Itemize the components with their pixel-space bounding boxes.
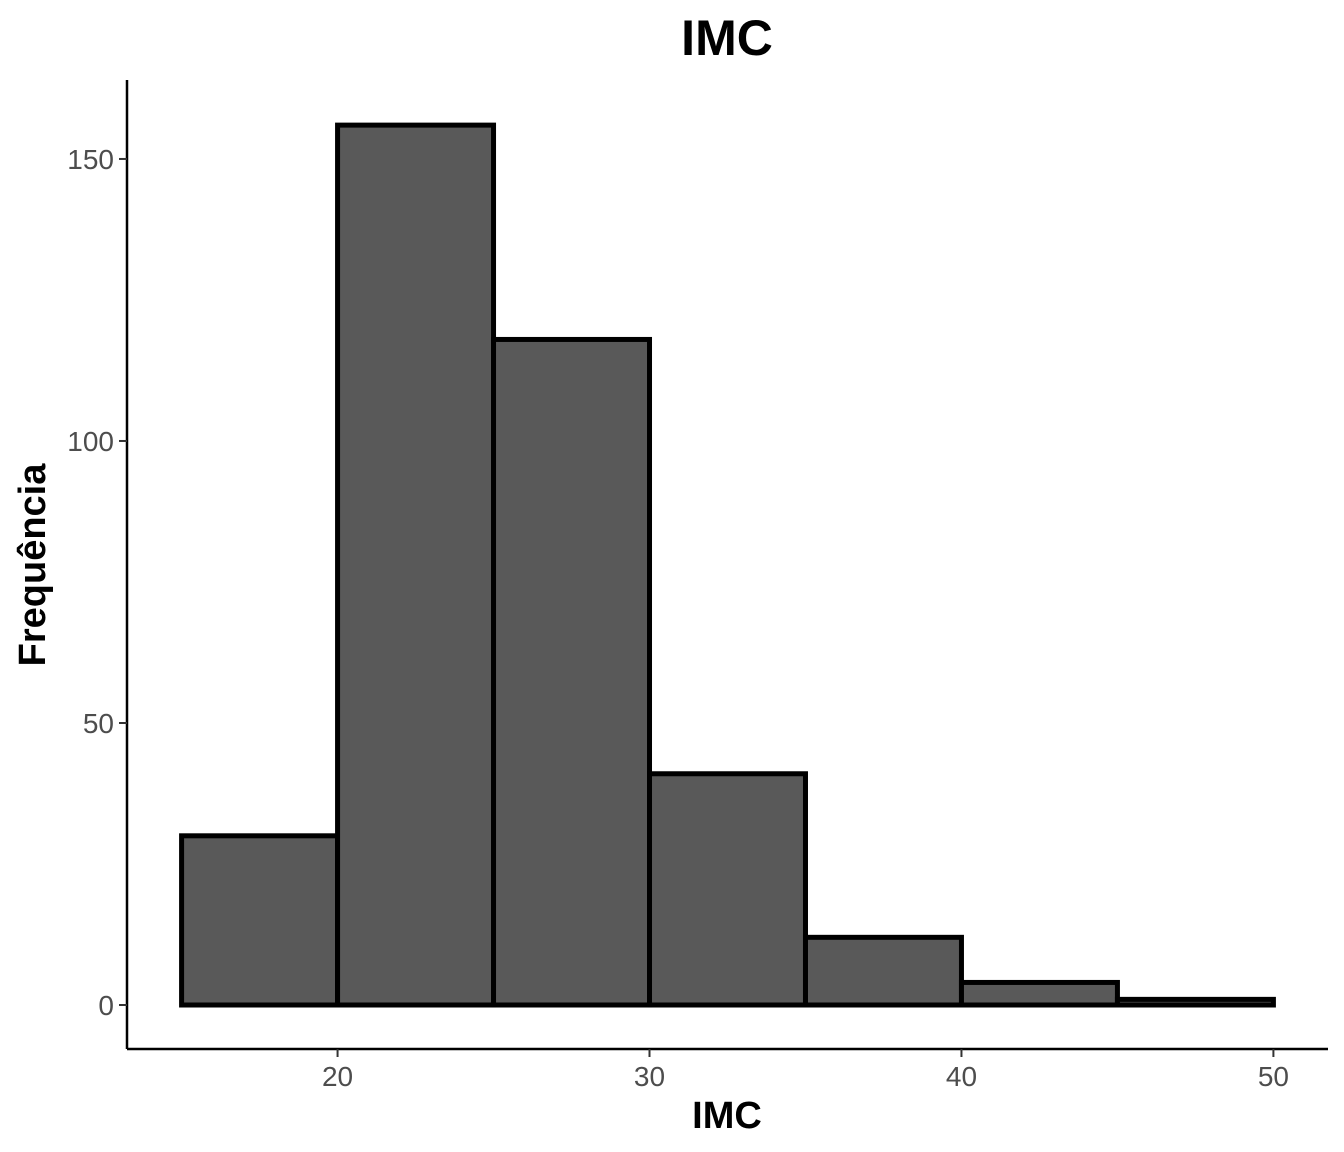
- y-axis-ticks: 0 50 100 150: [67, 144, 127, 1021]
- y-axis-title: Frequência: [12, 463, 54, 667]
- y-tick-label: 100: [67, 426, 114, 457]
- x-tick-label: 30: [634, 1061, 665, 1092]
- histogram-bar-30-35: [647, 771, 808, 1008]
- x-axis-title: IMC: [692, 1095, 762, 1137]
- x-tick-label: 50: [1258, 1061, 1289, 1092]
- chart-title: IMC: [681, 10, 773, 66]
- bars-group: [179, 122, 1276, 1008]
- histogram-bar-20-25: [335, 122, 497, 1008]
- histogram-bar-35-40: [802, 934, 964, 1008]
- histogram-bar-15-20: [179, 833, 341, 1008]
- histogram-bar-40-45: [958, 979, 1120, 1008]
- x-tick-label: 20: [322, 1061, 353, 1092]
- y-tick-label: 150: [67, 144, 114, 175]
- y-tick-label: 50: [83, 708, 114, 739]
- x-axis-ticks: 20 30 40 50: [322, 1049, 1289, 1092]
- histogram-bar-45-50: [1114, 996, 1276, 1008]
- y-tick-label: 0: [98, 990, 114, 1021]
- x-tick-label: 40: [946, 1061, 977, 1092]
- histogram-bar-25-30: [491, 336, 653, 1008]
